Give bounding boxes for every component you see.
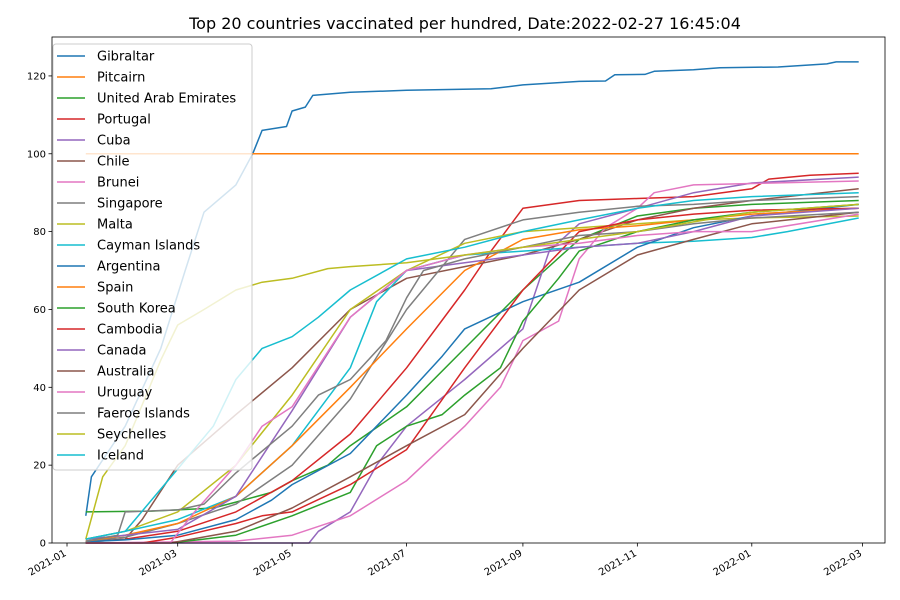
legend-label: Cambodia [97, 323, 163, 338]
y-tick-label: 20 [33, 461, 46, 472]
y-tick-label: 40 [33, 383, 46, 394]
legend-label: Singapore [97, 197, 163, 212]
legend-label: Iceland [97, 449, 144, 464]
legend-label: Chile [97, 155, 130, 170]
axes-frame [51, 36, 886, 544]
legend-box [52, 43, 253, 471]
legend-label: South Korea [97, 302, 176, 317]
legend-label: Argentina [97, 260, 160, 275]
legend-label: Portugal [97, 113, 151, 128]
y-tick-label: 60 [33, 305, 46, 316]
series-line [85, 180, 859, 544]
series-line [85, 211, 859, 544]
y-tick-label: 120 [27, 71, 46, 82]
legend-label: Canada [97, 344, 146, 359]
legend-label: Uruguay [97, 386, 153, 401]
series-line [85, 199, 859, 513]
legend: Gibraltar Pitcairn United Arab Emirates Por… [52, 43, 253, 471]
y-tick-label: 0 [40, 539, 46, 550]
legend-label: Australia [97, 365, 155, 380]
legend-label: Cayman Islands [97, 239, 200, 254]
series-line [85, 207, 859, 542]
series-line [85, 207, 859, 544]
y-tick-label: 80 [33, 227, 46, 238]
chart-title: Top 20 countries vaccinated per hundred,… [188, 14, 741, 33]
series-line [85, 176, 859, 544]
legend-label: Faeroe Islands [97, 407, 190, 422]
legend-label: United Arab Emirates [97, 92, 236, 107]
legend-label: Brunei [97, 176, 139, 191]
legend-label: Gibraltar [97, 50, 155, 65]
legend-label: Spain [97, 281, 133, 296]
y-tick-label: 100 [27, 149, 46, 160]
legend-label: Cuba [97, 134, 131, 149]
series-line [85, 213, 859, 544]
legend-label: Malta [97, 218, 133, 233]
legend-label: Pitcairn [97, 71, 145, 86]
legend-label: Seychelles [97, 428, 167, 443]
series-line [85, 188, 859, 543]
